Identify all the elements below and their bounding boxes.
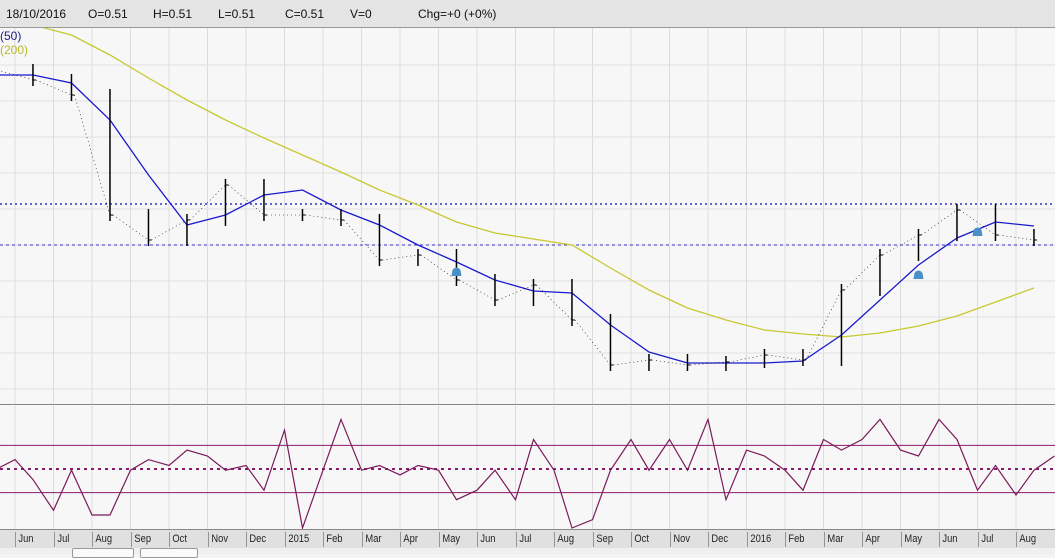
- x-tick-label: Jun: [477, 532, 495, 547]
- alert-bell-icon: [451, 267, 462, 276]
- x-tick-label: Oct: [631, 532, 649, 547]
- price-connector: [74, 94, 111, 216]
- indicator-panel: [0, 405, 1055, 529]
- price-panel: [0, 28, 1055, 404]
- indicator-line: [0, 417, 1055, 529]
- x-tick-label: Dec: [246, 532, 266, 547]
- x-tick-label: May: [438, 532, 460, 547]
- price-connector: [420, 254, 457, 281]
- footer-bar: [0, 548, 1055, 554]
- close-readout: C=0.51: [285, 7, 325, 21]
- footer-tab-button[interactable]: [140, 548, 198, 558]
- x-tick-label: Jul: [53, 532, 69, 547]
- price-connector: [151, 219, 188, 241]
- x-tick-label: May: [900, 532, 922, 547]
- x-tick-label: Nov: [207, 532, 228, 547]
- price-connector: [112, 214, 149, 241]
- ma50-line: [0, 74, 1035, 364]
- legend-ma200: (200): [0, 43, 29, 57]
- x-tick-label: Sep: [592, 532, 613, 547]
- x-tick-label: Jun: [15, 532, 33, 547]
- x-tick-label: Jul: [515, 532, 531, 547]
- price-connector: [35, 79, 72, 96]
- footer-tab-button[interactable]: [72, 548, 134, 558]
- alert-bell-icon: [972, 227, 983, 236]
- legend-ma50: (50): [0, 29, 22, 43]
- x-tick-label: Apr: [400, 532, 418, 547]
- price-chart[interactable]: [0, 28, 1055, 529]
- x-tick-label: Mar: [361, 532, 381, 547]
- x-tick-label: Mar: [823, 532, 843, 547]
- price-connector: [882, 234, 919, 256]
- alert-bell-icon: [913, 270, 924, 279]
- x-tick-label: 2016: [746, 532, 771, 547]
- open-readout: O=0.51: [88, 7, 128, 21]
- x-tick-label: Apr: [862, 532, 880, 547]
- x-tick-label: Oct: [169, 532, 187, 547]
- ohlc-info-bar: 18/10/2016 O=0.51 H=0.51 L=0.51 C=0.51 V…: [0, 0, 1055, 28]
- x-tick-label: Feb: [785, 532, 805, 547]
- price-connector: [343, 219, 380, 261]
- price-connector: [921, 209, 958, 236]
- x-tick-label: Dec: [708, 532, 728, 547]
- x-tick-label: Aug: [1016, 532, 1036, 547]
- x-tick-label: Jul: [977, 532, 993, 547]
- x-tick-label: Aug: [92, 532, 112, 547]
- price-connector: [536, 284, 573, 321]
- price-connector: [189, 184, 226, 221]
- x-tick-label: Aug: [554, 532, 574, 547]
- price-connector: [497, 284, 534, 301]
- x-axis: Jun Jul Aug Sep Oct Nov Dec 2015 Feb Mar Apr May Jun…: [0, 529, 1055, 549]
- price-connector: [959, 209, 996, 236]
- change-readout: Chg=+0 (+0%): [418, 7, 497, 21]
- price-connector: [459, 279, 496, 301]
- price-connector: [844, 254, 881, 291]
- high-readout: H=0.51: [153, 7, 193, 21]
- ma200-line: [41, 28, 1035, 338]
- price-connector: [574, 319, 611, 366]
- low-readout: L=0.51: [218, 7, 256, 21]
- x-tick-label: Feb: [323, 532, 343, 547]
- x-tick-label: Nov: [669, 532, 690, 547]
- x-tick-label: Sep: [130, 532, 151, 547]
- volume-readout: V=0: [350, 7, 372, 21]
- x-tick-label: 2015: [284, 532, 309, 547]
- date-readout: 18/10/2016: [6, 7, 67, 21]
- x-tick-label: Jun: [939, 532, 957, 547]
